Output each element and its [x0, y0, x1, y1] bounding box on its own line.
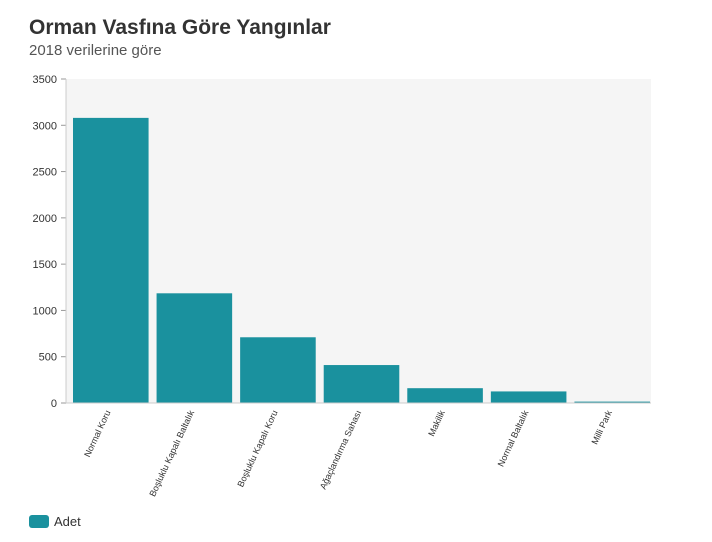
y-tick-label: 0 [51, 398, 57, 410]
chart-title: Orman Vasfına Göre Yangınlar [29, 16, 331, 39]
bar[interactable] [73, 117, 149, 403]
y-tick-label: 3500 [33, 74, 57, 86]
y-tick-label: 500 [39, 352, 57, 364]
y-tick-label: 3000 [33, 120, 57, 132]
legend[interactable]: Adet [29, 514, 81, 529]
plot-area [66, 79, 651, 403]
legend-label: Adet [54, 514, 81, 529]
x-tick-label: Makilik [426, 408, 447, 438]
bar[interactable] [490, 391, 567, 403]
x-tick-label: Milli Park [590, 408, 615, 446]
legend-swatch [29, 515, 49, 528]
bar[interactable] [574, 401, 650, 403]
bar[interactable] [407, 388, 483, 403]
y-tick-label: 2500 [33, 167, 57, 179]
y-tick-label: 2000 [33, 213, 57, 225]
y-tick-label: 1000 [33, 305, 57, 317]
x-tick-label: Normal Koru [82, 409, 112, 459]
bar[interactable] [156, 293, 233, 403]
bar[interactable] [240, 337, 316, 403]
x-tick-label: Boşluklu Kapalı Baltalık [147, 408, 196, 498]
x-tick-label: Normal Baltalık [496, 408, 531, 468]
y-tick-label: 1500 [33, 259, 57, 271]
x-tick-label: Boşluklu Kapalı Koru [235, 409, 279, 489]
bar[interactable] [323, 365, 400, 403]
chart-subtitle: 2018 verilerine göre [29, 42, 162, 59]
x-tick-label: Ağaçlandırma Sahası [318, 409, 363, 491]
